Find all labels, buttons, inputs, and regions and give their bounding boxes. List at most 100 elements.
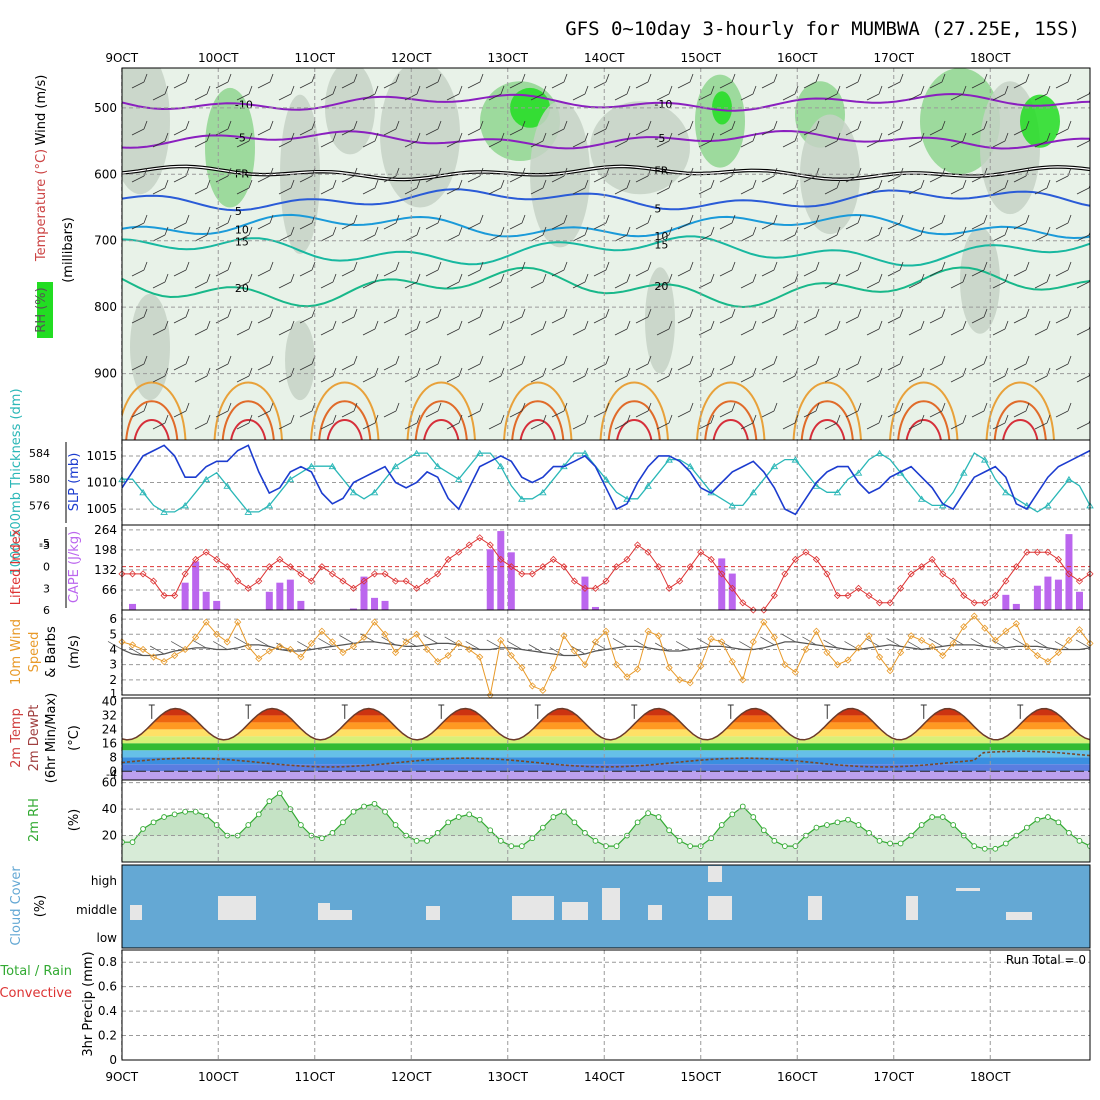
wind-barb [1034,320,1051,336]
temp-tick: 24 [102,722,117,736]
lifted-marker [265,563,273,571]
lifted-tick: 6 [43,604,50,617]
wind-barb [740,414,757,430]
wind-barb [845,214,862,230]
wind-barb [761,402,778,418]
cloud-gap [130,905,142,920]
warm-contour [993,400,1047,440]
warm-contour [1002,419,1039,440]
thickness-marker [875,449,884,457]
lifted-marker [539,563,547,571]
wind-barb [341,214,358,230]
wind-barb [866,273,883,289]
temp-plot [122,704,1090,780]
rh2m-axis-label-2: (%) [67,809,82,832]
wind-barb [803,308,820,324]
lifted-marker [234,577,242,585]
rh2m-marker [592,837,599,844]
wind-barb [362,85,379,101]
thickness-marker [833,488,842,496]
lifted-marker [465,541,473,549]
wind-barb [425,120,442,136]
wind-barb [740,273,757,289]
wind-barb [551,120,568,136]
wind-marker [128,641,137,649]
wind-barb [824,132,841,148]
wind-barb [551,355,568,371]
wind-marker [939,651,947,660]
wind-barb-10m [423,635,438,644]
rh-shading [205,87,255,208]
wind-barb [131,261,148,277]
thickness-marker [160,508,168,515]
rh2m-marker [918,822,925,828]
wind-barb-10m [128,647,144,656]
wind-marker [1044,658,1052,666]
rh2m-marker [245,822,252,828]
pressure-tick: 600 [94,167,117,181]
cape-bar [1054,579,1062,610]
wind-barb [614,179,631,195]
thickness-marker [854,469,863,476]
wind-barb [866,226,883,242]
date-tick-top: 11OCT [295,51,336,65]
cape-bar [381,600,389,610]
wind-tick: 5 [109,627,117,641]
thickness-marker [244,508,253,515]
run-total-label: Run Total = 0 [1006,953,1086,967]
wind-barb [992,367,1009,383]
wind-barb [362,367,379,383]
wind-axis-label-1: 10m Wind [9,619,24,685]
wind-barb [656,132,673,148]
wind-barb [782,85,799,101]
wind-barb [950,132,967,148]
wind-barb-10m [255,638,270,647]
cloud-gap [956,888,980,891]
wind-barb [509,120,526,136]
wind-barb [866,179,883,195]
rh2m-marker [1066,830,1072,836]
wind-barb [551,308,568,324]
wind-barb [194,273,211,289]
date-tick-top: 14OCT [584,51,625,65]
wind-barb-10m [507,641,523,650]
wind-marker [633,665,642,673]
wind-barb [1013,261,1030,277]
lifted-marker [139,570,147,578]
lifted-marker [318,563,326,571]
temp-error-bar [148,704,155,719]
precip-frame [121,949,1091,1061]
wind-marker [276,642,284,650]
wind-barb [320,414,337,430]
lifted-marker [339,577,347,585]
wind-barb [824,320,841,336]
wind-barb-10m [528,644,544,653]
rh2m-marker [561,808,567,815]
wind-barb [971,308,988,324]
warm-contour [406,381,476,440]
wind-barb [215,214,232,230]
temp-band [122,729,1090,737]
warm-contour [511,400,565,440]
wind-marker [949,639,957,647]
lifted-marker [602,577,610,585]
wind-barb [278,226,295,242]
wind-barb [278,414,295,430]
wind-barb [593,308,610,324]
date-tick-top: 12OCT [391,51,432,65]
cape-bar [1044,576,1052,610]
wind-barb [383,402,400,418]
thickness-marker [433,462,442,470]
thickness-marker [349,488,358,496]
wind-barb [824,226,841,242]
wind-barb-10m [234,636,249,646]
wind-barb [152,414,169,430]
wind-barb [866,414,883,430]
date-tick-bottom: 9OCT [105,1070,138,1084]
wind-marker [812,627,821,635]
rh-shading [380,68,460,208]
wind-barb [530,85,547,101]
wind-marker [476,653,484,661]
wind-barb [908,320,925,336]
slp-axis-label: SLP (mb) [67,453,82,512]
